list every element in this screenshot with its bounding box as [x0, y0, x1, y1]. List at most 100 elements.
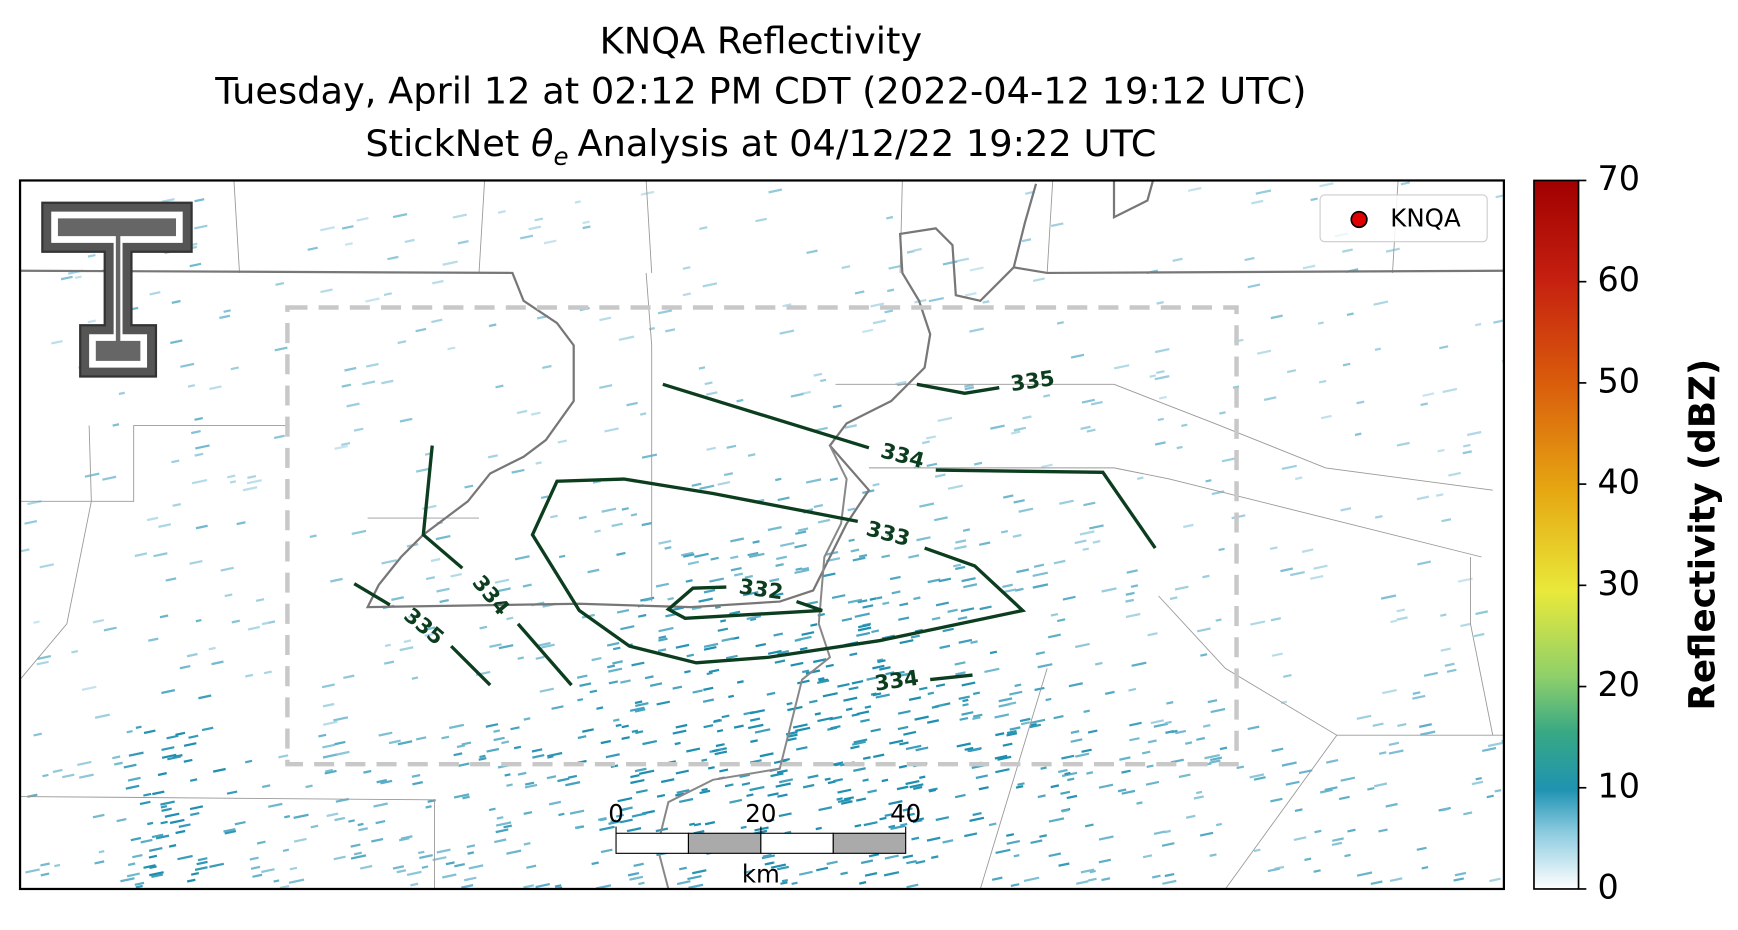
- radar-echo: [127, 776, 141, 782]
- radar-echo: [1420, 730, 1436, 736]
- radar-echo: [27, 500, 42, 506]
- title-part: Analysis at 04/12/22 19:22 UTC: [577, 122, 1156, 165]
- radar-echo: [1204, 753, 1220, 760]
- radar-echo: [186, 878, 196, 883]
- radar-echo: [60, 275, 73, 281]
- radar-echo: [1075, 752, 1090, 758]
- radar-echo: [621, 507, 629, 511]
- radar-echo: [859, 881, 867, 885]
- radar-echo: [864, 705, 872, 709]
- radar-echo: [773, 632, 784, 637]
- radar-echo: [1388, 749, 1404, 755]
- radar-echo: [71, 649, 79, 654]
- radar-echo: [523, 884, 535, 889]
- radar-echo: [542, 364, 552, 370]
- radar-echo: [1145, 780, 1160, 786]
- radar-echo: [786, 737, 797, 742]
- radar-echo: [820, 378, 827, 383]
- radar-echo: [639, 412, 647, 416]
- radar-echo: [1079, 530, 1095, 536]
- radar-echo: [933, 516, 948, 522]
- radar-echo: [1247, 283, 1261, 289]
- radar-echo: [1373, 300, 1389, 306]
- radar-echo: [417, 850, 425, 855]
- radar-echo: [747, 453, 756, 457]
- radar-echo: [1417, 560, 1431, 566]
- radar-echo: [633, 862, 644, 867]
- radar-echo: [148, 637, 159, 642]
- radar-echo: [1176, 445, 1183, 450]
- radar-echo: [631, 812, 647, 818]
- radar-echo: [223, 827, 236, 833]
- radar-echo: [322, 720, 338, 726]
- radar-echo: [376, 778, 388, 784]
- radar-echo: [599, 825, 615, 832]
- radar-echo: [851, 679, 864, 685]
- radar-echo: [630, 774, 640, 779]
- title-line: StickNet θe Analysis at 04/12/22 19:22 UT…: [365, 122, 1156, 171]
- radar-echo: [770, 772, 784, 778]
- radar-echo: [452, 213, 467, 219]
- radar-echo: [759, 752, 774, 758]
- radar-echo: [1047, 633, 1061, 639]
- colorbar-tick-label: 20: [1597, 665, 1640, 704]
- radar-echo: [1196, 736, 1206, 741]
- radar-echo: [599, 384, 613, 389]
- radar-echo: [1164, 720, 1172, 725]
- radar-echo: [1253, 848, 1261, 853]
- radar-echo: [1396, 608, 1406, 613]
- radar-echo: [84, 472, 100, 478]
- radar-echo: [245, 673, 254, 678]
- radar-echo: [1319, 182, 1334, 188]
- radar-echo: [424, 452, 432, 456]
- radar-echo: [942, 839, 954, 844]
- radar-echo: [495, 828, 509, 834]
- radar-echo: [454, 863, 465, 868]
- radar-echo: [1009, 726, 1021, 731]
- radar-echo: [926, 836, 941, 842]
- radar-echo: [612, 646, 621, 651]
- contour: [421, 445, 573, 687]
- radar-echo: [1084, 823, 1094, 828]
- radar-echo: [717, 480, 731, 486]
- radar-echo: [175, 731, 186, 736]
- radar-echo: [189, 805, 204, 811]
- radar-echo: [462, 795, 470, 800]
- radar-echo: [703, 686, 714, 691]
- radar-echo: [903, 730, 917, 736]
- radar-echo: [596, 706, 604, 710]
- radar-echo: [872, 664, 885, 670]
- radar-echo: [224, 593, 233, 598]
- radar-echo: [1196, 627, 1211, 633]
- radar-echo: [1002, 583, 1013, 589]
- radar-echo: [831, 594, 846, 600]
- radar-echo: [794, 568, 810, 574]
- radar-echo: [1356, 714, 1372, 720]
- title-line: Tuesday, April 12 at 02:12 PM CDT (2022-…: [214, 70, 1306, 113]
- radar-echo: [415, 736, 427, 741]
- radar-echo: [612, 718, 620, 722]
- radar-echo: [383, 660, 395, 665]
- radar-echo: [27, 793, 38, 798]
- radar-echo: [736, 680, 744, 684]
- radar-echo: [864, 872, 878, 877]
- radar-echo: [1441, 807, 1449, 812]
- radar-echo: [1035, 651, 1046, 656]
- radar-echo: [964, 386, 975, 391]
- radar-echoes: [20, 181, 1504, 889]
- radar-echo: [843, 796, 855, 801]
- radar-echo: [600, 848, 613, 854]
- radar-echo: [616, 551, 626, 556]
- radar-echo: [1075, 642, 1090, 649]
- radar-echo: [717, 627, 729, 632]
- radar-echo: [1282, 673, 1292, 678]
- radar-echo: [918, 686, 928, 691]
- radar-echo: [242, 486, 258, 492]
- radar-echo: [959, 716, 969, 721]
- scale-tick-label: 40: [890, 799, 921, 828]
- radar-echo: [942, 627, 954, 633]
- radar-echo: [87, 253, 96, 258]
- radar-echo: [322, 753, 338, 759]
- radar-echo: [1012, 533, 1022, 538]
- river: [656, 445, 848, 889]
